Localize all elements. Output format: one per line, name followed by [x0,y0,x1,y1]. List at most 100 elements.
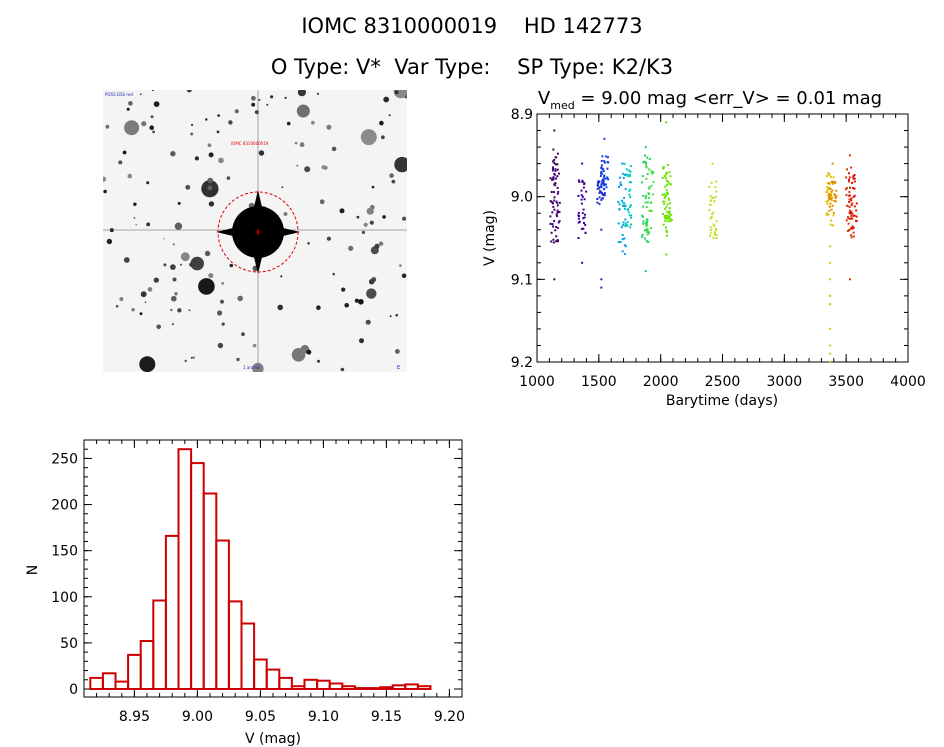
light-curve-point [648,187,651,190]
light-curve-point [551,169,554,172]
light-curve-point [715,237,718,239]
light-curve-point [641,214,644,217]
light-curve-outlier [644,146,647,149]
light-curve-point [648,193,651,195]
light-curve-point [853,214,856,217]
light-curve-point [652,171,655,174]
field-star [180,252,190,262]
field-star [163,263,167,267]
field-star [229,263,234,268]
light-curve-point [584,213,586,216]
light-curve-point [602,170,605,173]
light-curve-point [834,200,837,203]
field-star [319,199,325,205]
light-curve-point [663,193,666,196]
field-star [177,201,181,205]
field-star [139,93,142,96]
light-curve-point [646,228,649,231]
light-curve-xlabel: Barytime (days) [666,393,778,409]
field-star [378,241,384,246]
light-curve-point [827,200,830,202]
light-curve-point [668,207,671,210]
light-curve-point [606,161,609,164]
light-curve-point [581,212,584,215]
field-star [307,242,310,245]
light-curve-xtick-label: 4000 [890,374,926,390]
light-curve-point [850,199,853,202]
light-curve-point [552,176,555,179]
light-curve-title-rest: = 9.00 mag <err_V> = 0.01 mag [575,88,882,109]
light-curve-point [603,160,606,163]
light-curve-point [617,241,620,244]
light-curve-point [552,167,554,170]
field-star [128,101,133,106]
light-curve-point [621,234,624,236]
light-curve-point [549,222,552,225]
histogram-ytick-label: 50 [60,636,78,652]
field-star [368,278,375,285]
light-curve-point [714,186,717,189]
histogram-bar [215,539,230,690]
light-curve-point [629,196,632,198]
light-curve-point [580,202,583,205]
field-star [126,107,130,111]
field-star [190,132,194,136]
field-star [153,101,160,107]
light-curve-point [623,237,626,240]
histogram-bar [366,687,382,690]
light-curve-point [554,182,557,184]
light-curve-point [600,159,603,162]
light-curve-point [556,168,559,171]
field-star [226,176,231,180]
field-star [332,272,335,276]
light-curve-point [599,175,602,177]
histogram-bar [290,685,306,691]
light-curve-point [599,186,601,189]
histogram-bar [227,600,243,691]
field-star [133,202,137,206]
light-curve-point [847,222,850,225]
light-curve-point [642,220,645,223]
light-curve-point [580,194,583,197]
light-curve-point [600,170,603,173]
light-curve-point [644,201,647,204]
light-curve-point [580,189,583,192]
light-curve-point [711,196,714,199]
field-star [103,189,107,194]
light-curve-point [666,203,669,206]
light-curve-point [619,181,622,184]
light-curve-point [853,194,856,197]
light-curve-point [624,225,627,228]
field-star [172,277,177,282]
light-curve-point [666,216,669,219]
light-curve-point [603,184,606,187]
light-curve-point [555,213,558,216]
light-curve-point [629,204,632,207]
light-curve-point [712,223,715,226]
field-star [316,92,320,95]
light-curve-point [602,177,605,180]
histogram-bar [265,668,281,690]
field-star [208,273,214,279]
light-curve-point [851,181,854,184]
light-curve-outlier [665,121,668,124]
light-curve-point [648,196,651,199]
field-star [394,90,399,95]
light-curve-point [553,208,556,211]
light-curve-point [848,172,850,175]
light-curve-point [624,218,627,221]
light-curve-point [556,152,559,155]
field-star [311,120,315,125]
light-curve-point [629,188,632,191]
light-curve-xtick-label: 2500 [705,374,741,390]
light-curve-point [629,170,632,173]
light-curve-point [853,180,856,183]
light-curve-point [596,187,599,190]
light-curve-point [664,195,666,198]
light-curve-point [606,176,609,179]
field-star [207,177,213,184]
field-star [221,282,224,285]
light-curve-point [577,237,580,239]
histogram-bar [316,679,331,691]
field-star [189,262,193,267]
